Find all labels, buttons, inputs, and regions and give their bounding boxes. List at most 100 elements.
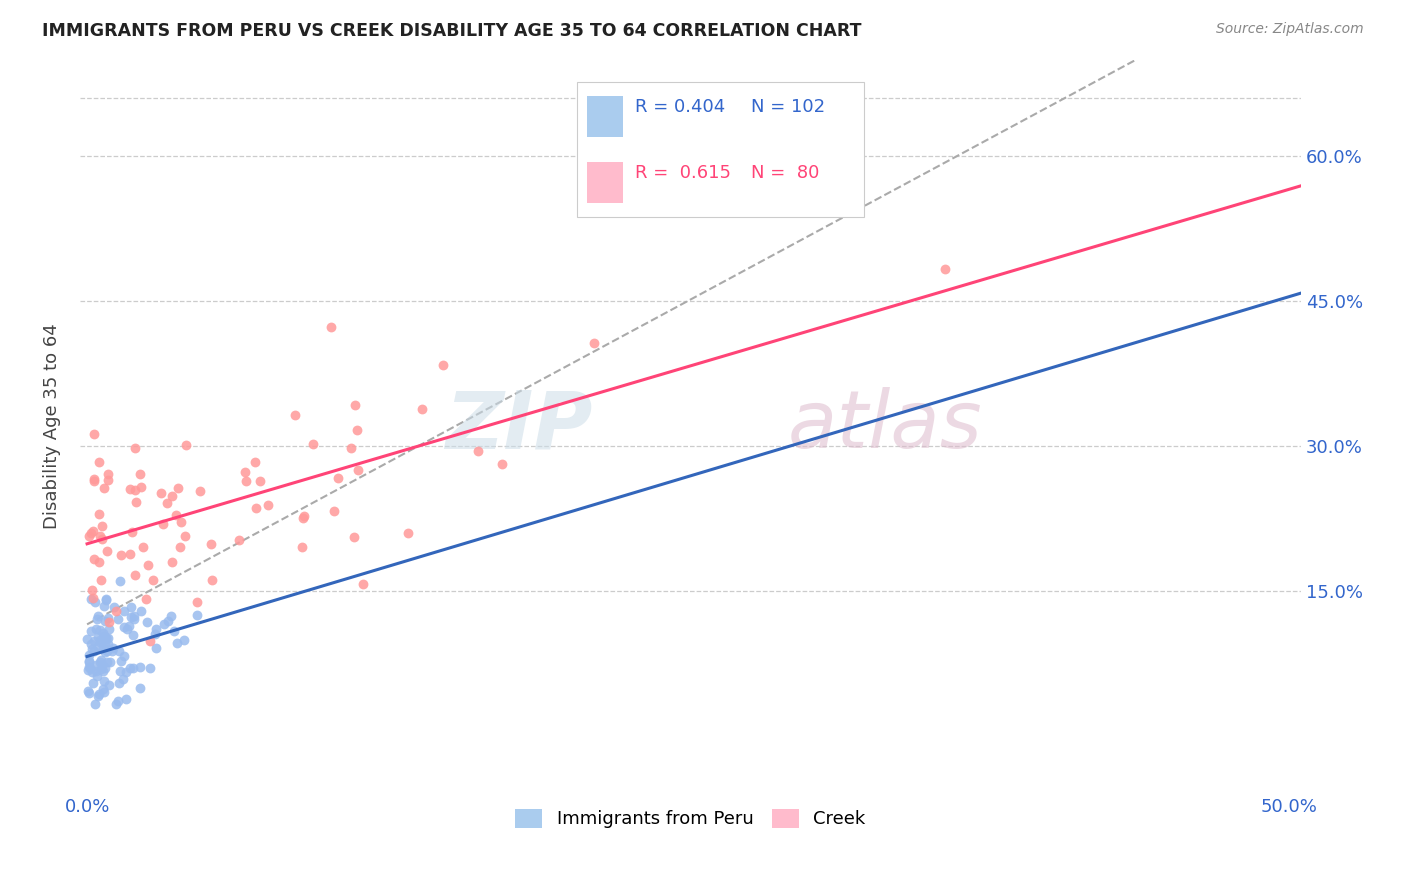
Point — [89, 528, 111, 542]
Text: N =  80: N = 80 — [751, 164, 820, 182]
Point — [105, 604, 128, 618]
Point — [91, 532, 114, 546]
Point — [233, 465, 256, 479]
Point — [124, 483, 146, 497]
Point — [112, 619, 135, 633]
Point — [77, 659, 100, 673]
Point — [96, 644, 118, 658]
Point — [120, 600, 142, 615]
Text: atlas: atlas — [789, 387, 983, 466]
Point — [83, 551, 105, 566]
Point — [201, 573, 224, 587]
Point — [97, 632, 120, 646]
Point — [145, 640, 167, 655]
Point — [79, 661, 101, 675]
Point — [82, 524, 104, 538]
Point — [112, 649, 135, 664]
Point — [323, 503, 346, 517]
Point — [432, 358, 454, 372]
Point — [173, 632, 195, 647]
Point — [115, 622, 138, 636]
Point — [582, 336, 605, 351]
Point — [129, 480, 152, 494]
Point — [91, 640, 114, 655]
Point — [328, 471, 350, 485]
Point — [105, 697, 128, 711]
Point — [186, 595, 208, 609]
Point — [122, 609, 145, 624]
Point — [80, 637, 103, 651]
Point — [93, 673, 115, 688]
Point — [108, 664, 131, 678]
Point — [83, 644, 105, 658]
Point — [80, 525, 103, 540]
Point — [352, 577, 374, 591]
Point — [89, 655, 111, 669]
Point — [112, 604, 135, 618]
Point — [86, 669, 108, 683]
Point — [149, 486, 172, 500]
Point — [76, 632, 98, 646]
Point — [93, 629, 115, 643]
Point — [108, 675, 131, 690]
Point — [122, 628, 145, 642]
Point — [86, 612, 108, 626]
Point — [284, 408, 307, 422]
Point — [94, 592, 117, 607]
Point — [83, 697, 105, 711]
Point — [120, 610, 142, 624]
Point — [83, 633, 105, 648]
Point — [169, 540, 191, 554]
Point — [108, 574, 131, 589]
Point — [200, 537, 222, 551]
Point — [156, 614, 179, 628]
Point — [93, 599, 115, 613]
Point — [97, 473, 120, 487]
Point — [934, 262, 956, 277]
Point — [411, 402, 433, 417]
Point — [79, 655, 101, 669]
Point — [257, 498, 280, 512]
Point — [87, 455, 110, 469]
Point — [343, 530, 366, 544]
Point — [467, 444, 489, 458]
Point — [142, 574, 165, 588]
Point — [84, 664, 107, 678]
Point — [235, 475, 257, 489]
Point — [97, 615, 120, 629]
Point — [249, 474, 271, 488]
Point — [82, 591, 104, 605]
Point — [174, 529, 197, 543]
Point — [343, 398, 366, 412]
Point — [89, 507, 111, 521]
Point — [186, 608, 208, 623]
Point — [110, 549, 132, 563]
Point — [128, 660, 150, 674]
Point — [87, 555, 110, 569]
Point — [77, 685, 100, 699]
Point — [115, 691, 138, 706]
Point — [89, 633, 111, 648]
Bar — [586, 162, 623, 202]
Point — [83, 426, 105, 441]
Point — [93, 684, 115, 698]
Point — [347, 462, 370, 476]
Point — [80, 591, 103, 606]
Point — [170, 515, 193, 529]
Point — [87, 630, 110, 644]
Point — [77, 654, 100, 668]
Point — [129, 467, 152, 481]
Point — [89, 635, 111, 649]
Point — [292, 508, 315, 523]
Point — [93, 482, 115, 496]
Point — [83, 472, 105, 486]
Text: ZIP: ZIP — [446, 387, 593, 466]
Text: R = 0.404: R = 0.404 — [636, 98, 725, 116]
Point — [115, 665, 138, 680]
Point — [98, 655, 121, 669]
Text: N = 102: N = 102 — [751, 98, 825, 116]
Point — [82, 665, 104, 680]
Point — [124, 441, 146, 455]
Point — [160, 555, 183, 569]
Point — [156, 496, 179, 510]
